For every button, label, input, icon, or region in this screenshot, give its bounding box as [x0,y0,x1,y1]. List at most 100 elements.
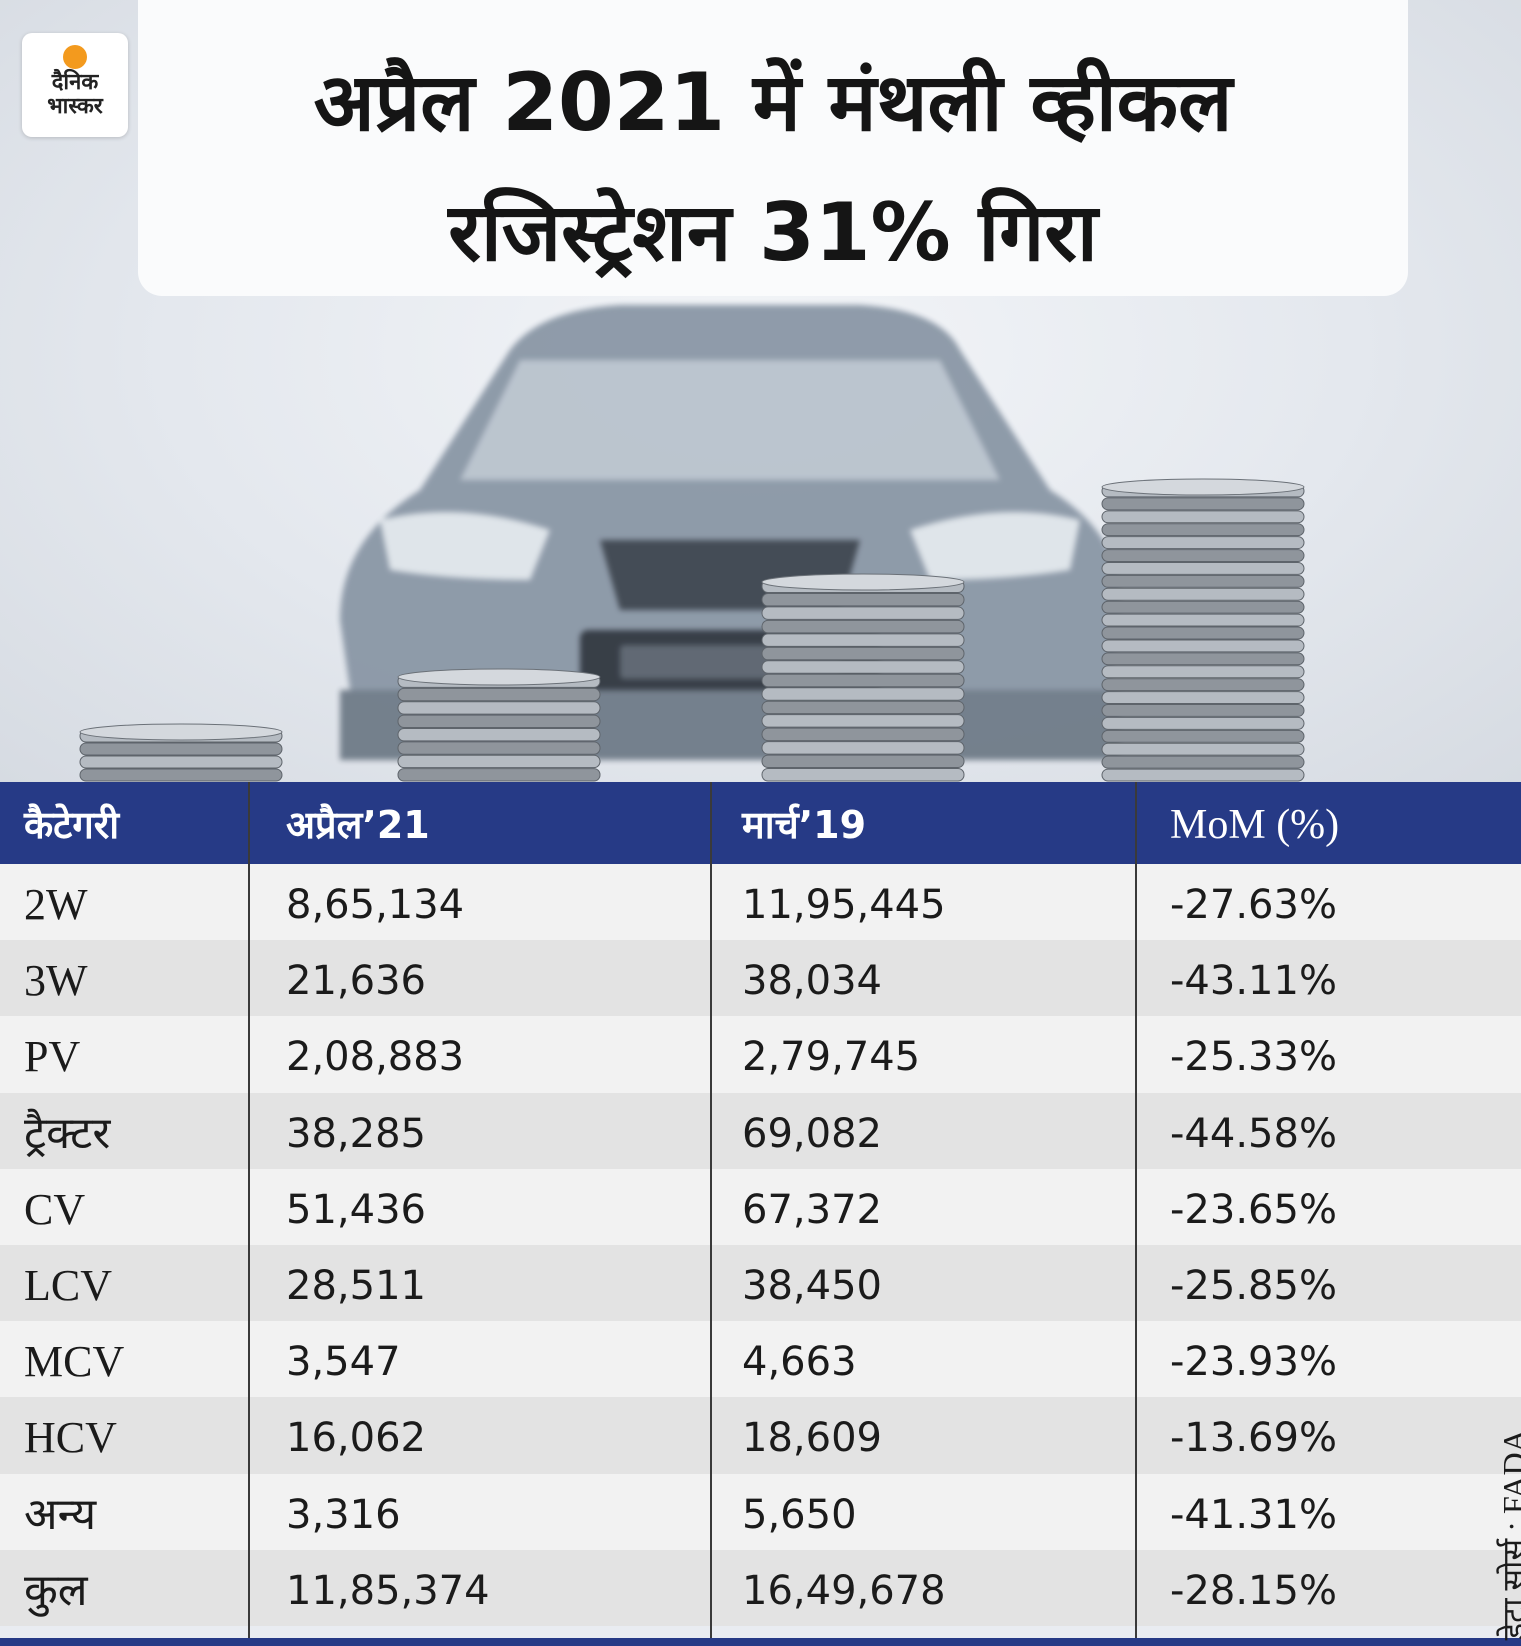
coin [1101,678,1305,692]
table-row: 3W 21,636 38,034 -43.11% [0,940,1521,1017]
coin [79,768,283,782]
header-march19: मार्च’19 [742,803,867,847]
coin [1101,523,1305,537]
table-row: CV 51,436 67,372 -23.65% [0,1168,1521,1245]
page-title: अप्रैल 2021 में मंथली व्हीकल रजिस्ट्रेशन… [138,38,1408,298]
coin [761,633,965,647]
coin [1101,587,1305,601]
coin [1101,755,1305,769]
cell-march19: 18,609 [742,1415,882,1462]
coin [1101,639,1305,653]
column-divider [248,782,250,1646]
coin [1101,549,1305,562]
coin [761,660,965,674]
coin [1101,691,1305,705]
coin [761,619,965,634]
coin [761,700,965,715]
cell-mom: -25.85% [1170,1262,1337,1309]
cell-mom: -23.65% [1170,1186,1337,1233]
coin [1101,626,1305,640]
coin [1101,729,1305,743]
coin [397,701,601,715]
sun-icon [63,45,87,69]
cell-category: LCV [24,1260,112,1310]
cell-april21: 28,511 [286,1262,426,1309]
cell-mom: -41.31% [1170,1491,1337,1538]
coin-top [1101,478,1305,496]
table-body: 2W 8,65,134 11,95,445 -27.63% 3W 21,636 38,034… [0,864,1521,1626]
coin [1101,742,1305,756]
coin [1101,665,1305,679]
coin [761,741,965,755]
cell-april21: 2,08,883 [286,1034,465,1081]
brand-line-2: भास्कर [47,94,103,119]
header-mom: MoM (%) [1170,802,1340,848]
header-category: कैटेगरी [24,803,120,847]
cell-april21: 51,436 [286,1186,426,1233]
coin [1101,536,1305,550]
data-table: कैटेगरी अप्रैल’21 मार्च’19 MoM (%) 2W 8,6… [0,782,1521,1646]
cell-mom: -23.93% [1170,1339,1337,1386]
coin [761,646,965,661]
cell-category: ट्रैक्टर [24,1108,111,1158]
cell-category: 2W [24,880,88,929]
coin [1101,716,1305,730]
cell-category: 3W [24,956,88,1006]
table-row: ट्रैक्टर 38,285 69,082 -44.58% [0,1092,1521,1169]
cell-mom: -27.63% [1170,882,1337,928]
table-row: HCV 16,062 18,609 -13.69% [0,1397,1521,1474]
table-row: LCV 28,511 38,450 -25.85% [0,1244,1521,1322]
title-panel: अप्रैल 2021 में मंथली व्हीकल रजिस्ट्रेशन… [138,0,1408,296]
brand-line-1: दैनिक [51,70,99,95]
cell-march19: 11,95,445 [742,882,946,928]
cell-category: CV [24,1184,86,1234]
cell-march19: 4,663 [742,1339,857,1386]
cell-mom: -25.33% [1170,1034,1337,1081]
column-divider [710,782,712,1646]
coin [1101,574,1305,588]
coin [1101,561,1305,575]
coin [761,606,965,620]
cell-april21: 3,316 [286,1491,401,1538]
coin [397,741,601,755]
coin [761,768,965,782]
cell-mom: -43.11% [1170,958,1337,1005]
coin [397,728,601,742]
brand-logo: दैनिक भास्कर [22,33,128,137]
coin [397,687,601,702]
coin [1101,600,1305,614]
table-row: अन्य 3,316 5,650 -41.31% [0,1473,1521,1550]
table-row: PV 2,08,883 2,79,745 -25.33% [0,1016,1521,1093]
coin [761,673,965,688]
cell-april21: 8,65,134 [286,882,465,928]
coin-top [397,668,601,686]
cell-category: कुल [24,1565,88,1615]
coin-top [761,573,965,591]
source-credit: डेटा सोर्स : FADA [1496,1429,1521,1640]
coin [79,755,283,769]
coin [79,742,283,756]
coin [1101,652,1305,666]
coin [761,754,965,769]
coin [1101,704,1305,717]
cell-april21: 3,547 [286,1339,401,1386]
coin [761,687,965,701]
coin [761,714,965,728]
coin [397,768,601,782]
table-header: कैटेगरी अप्रैल’21 मार्च’19 MoM (%) [0,782,1521,864]
cell-april21: 16,062 [286,1415,426,1462]
column-divider [1135,782,1137,1646]
cell-category: PV [24,1032,81,1082]
cell-march19: 69,082 [742,1110,882,1157]
coin [397,754,601,769]
cell-category: MCV [24,1337,125,1387]
coin [761,592,965,607]
coin [761,727,965,742]
cell-category: अन्य [24,1489,97,1539]
table-row: 2W 8,65,134 11,95,445 -27.63% [0,864,1521,941]
cell-april21: 11,85,374 [286,1567,490,1614]
cell-mom: -44.58% [1170,1110,1337,1157]
cell-march19: 38,034 [742,958,882,1005]
coin [1101,497,1305,511]
